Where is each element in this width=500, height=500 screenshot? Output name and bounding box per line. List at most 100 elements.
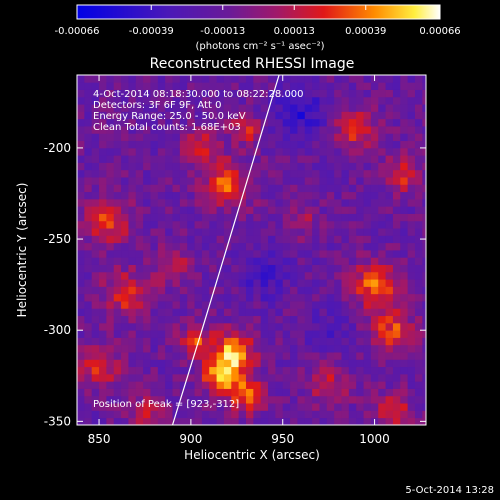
heatmap-cell [128, 410, 137, 419]
heatmap-cell [187, 381, 195, 389]
heatmap-cell [297, 352, 306, 360]
heatmap-cell [253, 96, 262, 105]
heatmap-cell [245, 140, 254, 149]
heatmap-cell [348, 344, 357, 353]
heatmap-cell [172, 126, 181, 134]
heatmap-cell [238, 162, 247, 171]
heatmap-cell [223, 373, 232, 382]
heatmap-cell [99, 395, 107, 404]
heatmap-cell [275, 111, 284, 120]
heatmap-cell [187, 220, 195, 229]
heatmap-cell [275, 381, 284, 389]
heatmap-cell [150, 140, 159, 149]
heatmap-cell [179, 410, 188, 419]
heatmap-cell [165, 366, 173, 375]
heatmap-cell [304, 155, 313, 163]
heatmap-cell [407, 220, 416, 229]
heatmap-cell [334, 75, 342, 83]
heatmap-cell [290, 206, 298, 214]
heatmap-cell [253, 169, 262, 178]
heatmap-cell [77, 359, 85, 368]
axis-ticks: 850 900 950 1000-200-250-300-350 [44, 75, 426, 446]
heatmap-cell [385, 410, 394, 419]
heatmap-cell [370, 126, 379, 134]
heatmap-cell [282, 140, 291, 149]
heatmap-cell [84, 140, 93, 149]
heatmap-cell [260, 235, 269, 244]
heatmap-cell [99, 286, 107, 295]
heatmap-cell [370, 315, 379, 324]
heatmap-cell [363, 330, 372, 338]
heatmap-cell [282, 286, 291, 295]
heatmap-cell [319, 395, 328, 404]
heatmap-cell [400, 293, 409, 302]
heatmap-cell [282, 162, 291, 171]
heatmap-cell [414, 337, 423, 346]
heatmap-cell [275, 198, 284, 207]
heatmap-cell [135, 111, 144, 120]
heatmap-cell [370, 403, 379, 411]
heatmap-cell [260, 264, 269, 273]
heatmap-cell [238, 315, 247, 324]
heatmap-cell [187, 330, 195, 338]
heatmap-cell [304, 271, 313, 280]
heatmap-cell [77, 184, 85, 193]
heatmap-cell [312, 75, 320, 83]
heatmap-cell [319, 315, 328, 324]
heatmap-cell [150, 315, 159, 324]
heatmap-cell [422, 315, 426, 324]
heatmap-cell [282, 89, 291, 98]
heatmap-cell [260, 184, 269, 193]
heatmap-cell [363, 373, 372, 382]
heatmap-cell [128, 308, 137, 317]
heatmap-cell [400, 213, 409, 222]
heatmap-cell [290, 177, 298, 185]
heatmap-cell [165, 162, 173, 171]
heatmap-cell [128, 279, 137, 287]
heatmap-cell [392, 388, 401, 397]
heatmap-cell [378, 301, 386, 309]
heatmap-cell [77, 169, 85, 178]
heatmap-cell [231, 155, 240, 163]
heatmap-cell [128, 191, 137, 200]
heatmap-cell [407, 191, 416, 200]
heatmap-cell [77, 395, 85, 404]
heatmap-cell [312, 104, 320, 112]
heatmap-cell [179, 96, 188, 105]
heatmap-cell [282, 250, 291, 258]
heatmap-cell [414, 147, 423, 156]
heatmap-cell [187, 301, 195, 309]
heatmap-cell [231, 330, 240, 338]
heatmap-cell [231, 133, 240, 142]
heatmap-cell [290, 75, 298, 83]
heatmap-cell [121, 330, 129, 338]
heatmap-cell [312, 155, 320, 163]
heatmap-cell [91, 198, 100, 207]
heatmap-cell [194, 417, 203, 425]
heatmap-cell [297, 104, 306, 112]
heatmap-cell [392, 395, 401, 404]
heatmap-cell [407, 162, 416, 171]
heatmap-cell [223, 111, 232, 120]
heatmap-cell [297, 395, 306, 404]
heatmap-cell [187, 242, 195, 251]
heatmap-cell [385, 257, 394, 265]
heatmap-cell [201, 373, 210, 382]
heatmap-cell [201, 257, 210, 265]
heatmap-cell [297, 373, 306, 382]
heatmap-cell [106, 147, 115, 156]
heatmap-cell [165, 118, 173, 127]
heatmap-cell [165, 257, 173, 265]
heatmap-cell [400, 381, 409, 389]
heatmap-cell [275, 359, 284, 368]
heatmap-cell [370, 235, 379, 244]
heatmap-cell [253, 206, 262, 214]
heatmap-cell [165, 82, 173, 90]
heatmap-cell [385, 213, 394, 222]
heatmap-cell [84, 184, 93, 193]
heatmap-cell [143, 213, 151, 222]
heatmap-cell [99, 403, 107, 411]
heatmap-cell [326, 140, 335, 149]
heatmap-cell [319, 155, 328, 163]
heatmap-cell [201, 395, 210, 404]
